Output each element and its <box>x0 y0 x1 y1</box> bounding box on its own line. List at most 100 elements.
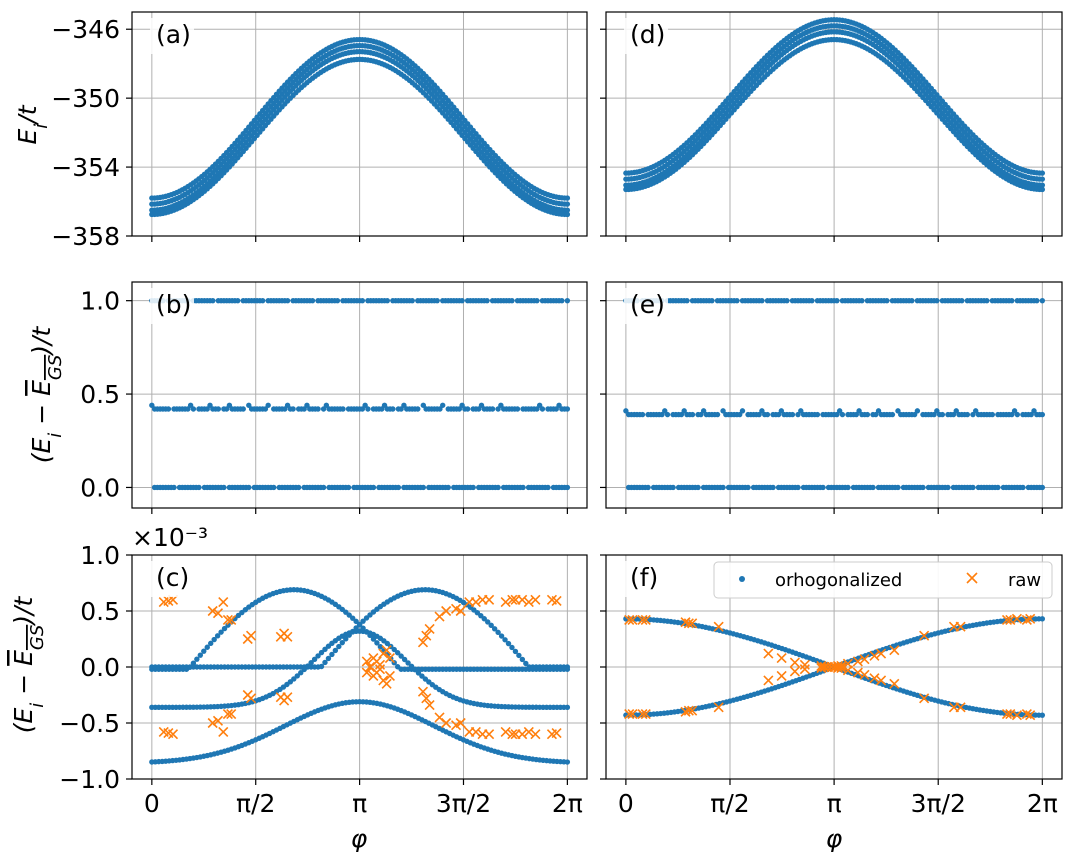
data-point <box>964 411 971 418</box>
raw-marker <box>421 693 432 704</box>
raw-marker <box>381 678 392 689</box>
data-point <box>984 297 990 304</box>
data-point <box>488 622 494 629</box>
xtick-label: 3π/2 <box>911 789 966 818</box>
raw-marker <box>484 729 495 740</box>
raw-marker <box>523 726 534 738</box>
ytick-label: −346 <box>51 15 120 44</box>
panel-label-box <box>150 561 194 597</box>
data-point <box>459 297 465 304</box>
data-point <box>1020 484 1026 491</box>
raw-marker <box>507 729 518 740</box>
raw-marker <box>245 630 257 641</box>
data-point <box>334 297 341 304</box>
data-point <box>564 201 571 207</box>
data-point <box>190 406 197 412</box>
raw-marker <box>218 726 229 738</box>
data-point <box>384 297 391 304</box>
data-point <box>394 650 401 656</box>
raw-marker <box>640 614 651 626</box>
data-point <box>953 408 959 414</box>
raw-marker <box>361 667 372 678</box>
data-point <box>670 484 676 491</box>
data-point <box>395 484 402 491</box>
data-point <box>911 411 918 418</box>
raw-marker <box>470 596 481 608</box>
data-point <box>265 402 271 408</box>
data-point <box>934 408 940 414</box>
data-point <box>320 406 327 412</box>
raw-marker <box>859 669 870 680</box>
raw-marker <box>1021 708 1032 720</box>
ytick-label: 0.0 <box>80 473 120 502</box>
data-point <box>884 297 890 304</box>
xtick-label: 3π/2 <box>436 789 491 818</box>
legend-label-orthogonalized: orhogonalized <box>775 570 902 591</box>
ytick-label: 0.0 <box>80 653 120 682</box>
data-point <box>795 411 801 418</box>
data-point <box>315 653 321 659</box>
raw-marker <box>859 654 870 665</box>
data-point <box>470 484 476 491</box>
data-point <box>834 411 840 418</box>
panels-layer: −346 −350 −354 −358 (a) (d) 1.0 0.5 0.0 (b) (e) 1.0… <box>51 11 1063 818</box>
data-point <box>359 297 366 304</box>
raw-marker <box>222 708 233 720</box>
raw-marker <box>226 708 237 720</box>
axes-frame <box>131 281 588 509</box>
data-point <box>970 411 976 418</box>
data-point <box>365 406 371 412</box>
ylabel-row2: (Ei − EGS)/t <box>27 326 66 464</box>
data-point <box>325 655 332 662</box>
raw-marker <box>551 595 562 606</box>
series-points <box>623 17 1046 193</box>
axes-frame <box>605 281 1063 509</box>
raw-marker <box>776 652 787 664</box>
data-point <box>309 297 316 304</box>
data-point <box>207 402 213 408</box>
data-point <box>401 656 408 663</box>
data-point <box>931 411 937 418</box>
data-point <box>939 411 946 418</box>
data-point <box>564 195 571 201</box>
raw-marker <box>683 618 694 629</box>
data-point <box>853 411 860 418</box>
ytick-label: 1.0 <box>80 287 120 316</box>
panel-label-text: (a) <box>156 20 191 49</box>
data-point <box>502 637 508 643</box>
raw-marker <box>1021 614 1032 626</box>
raw-marker <box>687 705 698 716</box>
data-point <box>1009 297 1015 304</box>
raw-marker <box>424 623 435 634</box>
panel-label-text: (d) <box>630 20 665 49</box>
data-point <box>208 640 214 647</box>
data-point <box>295 484 302 491</box>
data-point <box>481 616 487 622</box>
raw-marker <box>282 631 293 642</box>
raw-marker <box>551 728 562 739</box>
data-point <box>301 406 307 412</box>
data-point <box>564 406 571 412</box>
panel-label-text: (c) <box>156 563 189 592</box>
raw-marker <box>417 686 429 697</box>
data-point <box>536 402 543 408</box>
data-point <box>221 625 228 632</box>
raw-marker <box>799 659 810 670</box>
svg-text:(Ei − EGS)/t: (Ei − EGS)/t <box>9 596 48 734</box>
panel-label: (e) <box>624 288 668 324</box>
data-point <box>1039 616 1046 622</box>
xtick-label: π/2 <box>710 789 749 818</box>
data-point <box>875 408 882 414</box>
raw-marker <box>455 717 466 729</box>
data-point <box>377 644 384 650</box>
data-point <box>353 618 359 625</box>
data-point <box>211 636 217 643</box>
data-point <box>1034 297 1040 304</box>
raw-marker <box>424 700 435 711</box>
data-point <box>1028 411 1034 418</box>
data-point <box>379 406 385 412</box>
raw-marker <box>484 594 495 605</box>
data-point <box>476 406 482 412</box>
data-point <box>745 484 751 491</box>
raw-marker <box>1001 708 1013 720</box>
